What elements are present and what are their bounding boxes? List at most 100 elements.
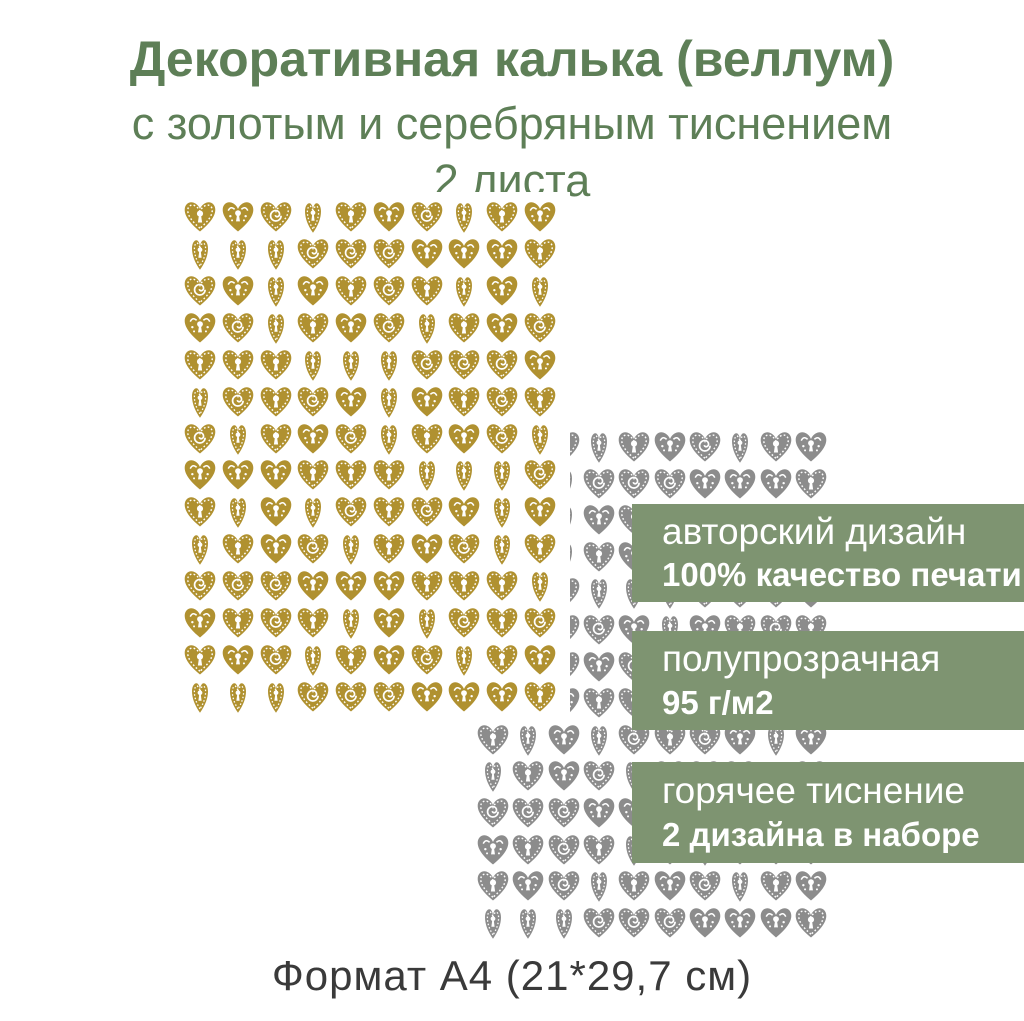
heart-ornament-icon [447,495,481,529]
heart-ornament-icon [259,348,293,382]
heart-ornament-icon [485,532,519,566]
heart-ornament-icon [372,200,406,234]
format-caption: Формат А4 (21*29,7 см) [271,952,753,999]
heart-ornament-icon [485,385,519,419]
gold-vellum-sheet [170,192,570,724]
heart-ornament-icon [523,274,557,308]
heart-ornament-icon [582,796,616,830]
heart-pattern-row [476,869,828,903]
heart-pattern-row [183,458,557,492]
heart-ornament-icon [447,606,481,640]
heart-ornament-icon [334,495,368,529]
heart-ornament-icon [476,723,510,757]
heart-ornament-icon [334,606,368,640]
heart-ornament-icon [221,680,255,714]
heart-ornament-icon [523,532,557,566]
heart-ornament-icon [410,680,444,714]
badge-line-bold: 2 дизайна в наборе [662,815,980,853]
heart-ornament-icon [447,274,481,308]
heart-ornament-icon [372,385,406,419]
heart-ornament-icon [485,643,519,677]
heart-ornament-icon [617,467,651,501]
heart-ornament-icon [183,237,217,271]
heart-ornament-icon [523,348,557,382]
heart-ornament-icon [485,569,519,603]
heart-ornament-icon [582,576,616,610]
title-block: Декоративная калька (веллум) с золотым и… [0,0,1024,207]
heart-ornament-icon [410,200,444,234]
heart-ornament-icon [221,422,255,456]
heart-ornament-icon [183,495,217,529]
heart-ornament-icon [372,643,406,677]
heart-ornament-icon [447,532,481,566]
heart-ornament-icon [334,458,368,492]
heart-ornament-icon [410,532,444,566]
heart-ornament-icon [183,532,217,566]
heart-ornament-icon [259,569,293,603]
heart-ornament-icon [410,569,444,603]
heart-ornament-icon [582,467,616,501]
heart-ornament-icon [582,686,616,720]
heart-ornament-icon [485,495,519,529]
heart-ornament-icon [485,348,519,382]
heart-ornament-icon [723,430,757,464]
heart-ornament-icon [688,869,722,903]
heart-pattern-row [183,680,557,714]
heart-ornament-icon [447,422,481,456]
heart-ornament-icon [259,237,293,271]
heart-ornament-icon [259,532,293,566]
heart-ornament-icon [485,311,519,345]
heart-ornament-icon [582,723,616,757]
heart-ornament-icon [582,833,616,867]
heart-ornament-icon [296,458,330,492]
heart-ornament-icon [447,348,481,382]
heart-ornament-icon [523,680,557,714]
heart-ornament-icon [447,237,481,271]
heart-ornament-icon [582,906,616,940]
heart-ornament-icon [511,869,545,903]
heart-ornament-icon [221,200,255,234]
heart-ornament-icon [476,833,510,867]
badge-author-design: авторский дизайн 100% качество печати [632,504,1024,602]
heart-ornament-icon [259,680,293,714]
heart-ornament-icon [617,906,651,940]
heart-ornament-icon [582,759,616,793]
heart-ornament-icon [221,274,255,308]
heart-ornament-icon [410,237,444,271]
heart-ornament-icon [296,606,330,640]
badge-hot-stamping: горячее тиснение 2 дизайна в наборе [632,762,1024,863]
heart-ornament-icon [410,495,444,529]
heart-ornament-icon [372,606,406,640]
heart-pattern-row [183,237,557,271]
badge-line: полупрозрачная [662,638,941,680]
heart-ornament-icon [653,467,687,501]
heart-ornament-icon [372,495,406,529]
heart-ornament-icon [410,458,444,492]
heart-ornament-icon [759,467,793,501]
heart-ornament-icon [582,869,616,903]
heart-ornament-icon [334,311,368,345]
heart-ornament-icon [653,869,687,903]
heart-ornament-icon [523,458,557,492]
heart-ornament-icon [296,200,330,234]
heart-ornament-icon [372,680,406,714]
heart-ornament-icon [372,311,406,345]
heart-ornament-icon [296,274,330,308]
heart-ornament-icon [296,311,330,345]
heart-ornament-icon [582,650,616,684]
heart-ornament-icon [183,643,217,677]
heart-ornament-icon [334,680,368,714]
heart-ornament-icon [447,311,481,345]
heart-ornament-icon [511,796,545,830]
heart-ornament-icon [523,385,557,419]
heart-pattern-row [183,274,557,308]
heart-pattern-row [183,311,557,345]
heart-ornament-icon [334,348,368,382]
heart-ornament-icon [183,569,217,603]
product-subtitle: с золотым и серебряным тиснением [131,98,893,149]
heart-ornament-icon [723,467,757,501]
heart-ornament-icon [259,458,293,492]
heart-ornament-icon [759,869,793,903]
heart-ornament-icon [523,200,557,234]
heart-ornament-icon [259,495,293,529]
